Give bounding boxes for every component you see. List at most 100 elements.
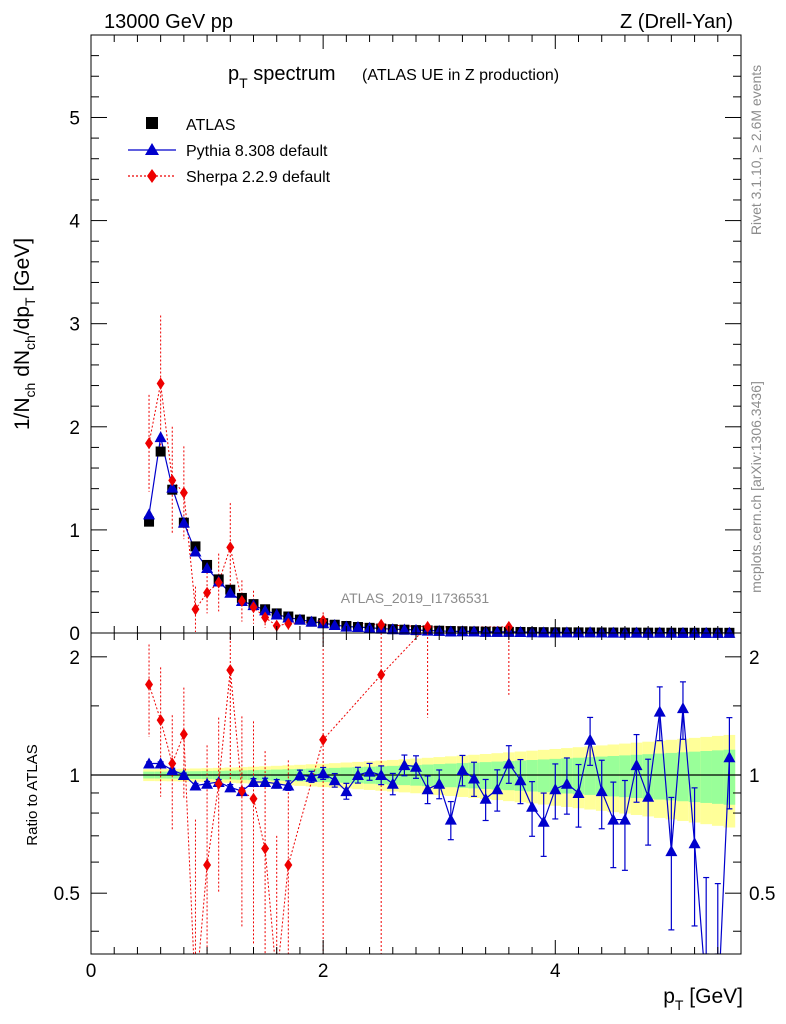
sherpa-ratio-point bbox=[237, 785, 246, 798]
legend-atlas-label: ATLAS bbox=[186, 117, 236, 134]
pythia-ratio-point bbox=[189, 779, 202, 791]
pythia-point bbox=[154, 431, 167, 443]
legend-atlas-marker bbox=[146, 117, 158, 129]
sherpa-point bbox=[191, 603, 200, 616]
pythia-point bbox=[468, 625, 481, 637]
x-tick-label: 4 bbox=[550, 961, 561, 982]
pythia-ratio-point bbox=[293, 769, 306, 781]
sherpa-ratio-point bbox=[168, 757, 177, 770]
pythia-ratio-point bbox=[340, 785, 353, 797]
sherpa-point bbox=[214, 576, 223, 589]
pythia-ratio-point bbox=[653, 705, 666, 717]
title-note: (ATLAS UE in Z production) bbox=[362, 67, 559, 84]
legend-sherpa-marker bbox=[147, 169, 157, 183]
pythia-ratio-point bbox=[572, 786, 585, 798]
pythia-ratio-point bbox=[328, 774, 341, 786]
x-tick-label: 2 bbox=[318, 961, 329, 982]
pythia-point bbox=[293, 613, 306, 625]
pythia-ratio-point bbox=[444, 813, 457, 825]
pythia-ratio-point bbox=[375, 769, 388, 781]
pythia-ratio-point bbox=[421, 783, 434, 795]
y-tick-label: 2 bbox=[69, 418, 80, 439]
pythia-ratio-point bbox=[351, 769, 364, 781]
pythia-ratio-point bbox=[630, 759, 643, 771]
pythia-point bbox=[328, 618, 341, 630]
pythia-ratio-point bbox=[560, 777, 573, 789]
ratio-band-green bbox=[607, 755, 620, 797]
pythia-point bbox=[537, 626, 550, 638]
pythia-point bbox=[560, 626, 573, 638]
pythia-point bbox=[270, 608, 283, 620]
pythia-ratio-point bbox=[363, 765, 376, 777]
pythia-ratio-point bbox=[688, 837, 701, 849]
ratio-band-green bbox=[653, 753, 666, 800]
pythia-ratio-point bbox=[479, 792, 492, 804]
y-tick-label: 0 bbox=[69, 624, 80, 645]
ratio-clip-group bbox=[143, 633, 736, 954]
x-tick-label: 0 bbox=[86, 961, 97, 982]
ratio-band-green bbox=[619, 755, 631, 798]
pythia-ratio-point bbox=[305, 770, 318, 782]
plot-title: pT spectrum (ATLAS UE in Z production) bbox=[228, 63, 559, 91]
pythia-ratio-point bbox=[723, 751, 736, 763]
ratio-band-green bbox=[537, 759, 550, 793]
ratio-tick-label-right: 2 bbox=[749, 648, 760, 669]
pythia-ratio-point bbox=[676, 702, 689, 714]
sherpa-point bbox=[284, 617, 293, 630]
ratio-band-green bbox=[700, 751, 712, 803]
sherpa-point bbox=[272, 619, 281, 632]
sherpa-ratio-point bbox=[179, 728, 188, 741]
pythia-point bbox=[201, 562, 214, 574]
pythia-ratio-point bbox=[665, 845, 678, 857]
sherpa-point bbox=[145, 437, 154, 450]
pythia-point bbox=[177, 516, 190, 528]
pythia-point bbox=[676, 626, 689, 638]
legend-pythia-marker bbox=[145, 143, 159, 155]
pythia-ratio-point bbox=[410, 760, 422, 772]
sherpa-ratio-point bbox=[249, 792, 258, 805]
sherpa-ratio-point bbox=[284, 858, 293, 871]
pythia-point bbox=[189, 545, 202, 557]
pythia-point bbox=[143, 508, 156, 520]
pythia-point bbox=[444, 625, 457, 637]
pythia-ratio-point bbox=[317, 767, 330, 779]
sherpa-ratio-point bbox=[145, 678, 154, 691]
ratio-band-green bbox=[677, 752, 689, 802]
pythia-point bbox=[607, 626, 620, 638]
mcplots-label: mcplots.cern.ch [arXiv:1306.3436] bbox=[748, 381, 764, 593]
y-tick-label: 3 bbox=[69, 315, 80, 336]
pythia-ratio-point bbox=[491, 783, 504, 795]
ratio-band-green bbox=[711, 750, 724, 804]
sherpa-ratio-point bbox=[214, 777, 223, 790]
y-tick-label: 1 bbox=[69, 521, 80, 542]
pythia-ratio-point bbox=[526, 800, 539, 812]
sherpa-point bbox=[226, 541, 235, 554]
pythia-ratio-point bbox=[224, 781, 237, 793]
pythia-point bbox=[700, 626, 713, 638]
pythia-ratio-point bbox=[154, 757, 167, 769]
pythia-ratio-point bbox=[433, 777, 446, 789]
pythia-ratio-point bbox=[259, 775, 272, 787]
pythia-point bbox=[514, 625, 527, 637]
pythia-ratio-point bbox=[502, 757, 515, 769]
sherpa-point bbox=[377, 618, 386, 631]
pythia-ratio-point bbox=[143, 757, 156, 769]
sherpa-point bbox=[156, 377, 165, 390]
ratio-band-green bbox=[584, 757, 596, 795]
pythia-point bbox=[351, 621, 364, 633]
sherpa-ratio-point bbox=[156, 714, 165, 727]
atlas-point bbox=[144, 516, 155, 527]
axes-ticks: 0 2 4 0 1 2 3 4 5 0.5 0.5 1 1 2 2 bbox=[54, 35, 775, 982]
pythia-point bbox=[282, 611, 295, 623]
ratio-y-axis-label: Ratio to ATLAS bbox=[24, 744, 41, 845]
y-tick-label: 5 bbox=[69, 108, 80, 129]
legend-pythia-label: Pythia 8.308 default bbox=[186, 143, 328, 160]
legend: ATLAS Pythia 8.308 default Sherpa 2.2.9 … bbox=[128, 117, 331, 186]
pythia-point bbox=[259, 604, 272, 616]
process-label: Z (Drell-Yan) bbox=[620, 11, 733, 33]
pythia-ratio-point bbox=[595, 785, 608, 797]
pythia-ratio-point bbox=[537, 815, 550, 827]
pythia-ratio-point bbox=[549, 783, 562, 795]
ratio-tick-label-left: 2 bbox=[69, 648, 80, 669]
svg-text:pT spectrum: pT spectrum bbox=[228, 63, 336, 91]
